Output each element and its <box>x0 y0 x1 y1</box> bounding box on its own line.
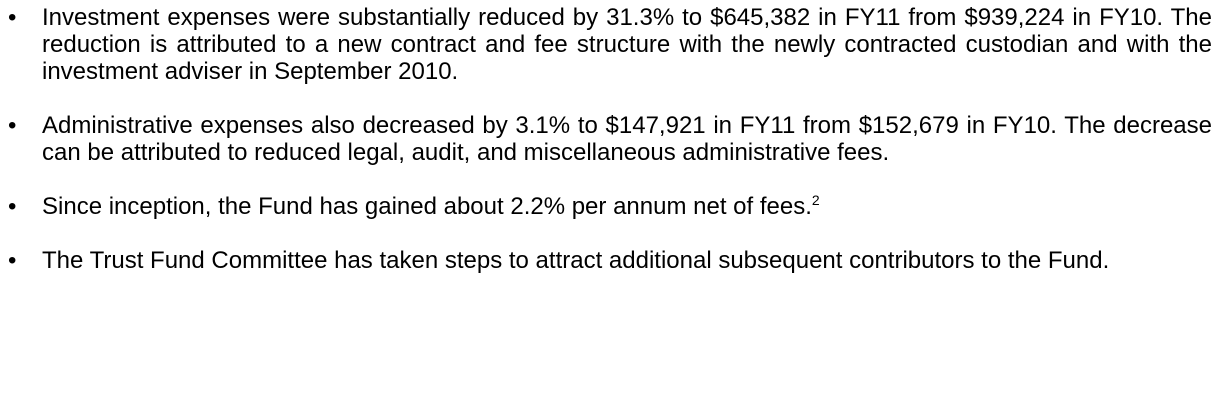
bullet-text: Administrative expenses also decreased b… <box>42 112 1212 166</box>
bullet-text: The Trust Fund Committee has taken steps… <box>42 247 1110 274</box>
bullet-item: Administrative expenses also decreased b… <box>0 112 1212 166</box>
bullet-item: Investment expenses were substantially r… <box>0 4 1212 85</box>
footnote-marker: 2 <box>811 192 820 208</box>
bullet-item: The Trust Fund Committee has taken steps… <box>0 247 1212 274</box>
bullet-text: Investment expenses were substantially r… <box>42 4 1212 85</box>
bullet-text: Since inception, the Fund has gained abo… <box>42 193 812 220</box>
bullet-list: Investment expenses were substantially r… <box>0 0 1220 274</box>
bullet-item: Since inception, the Fund has gained abo… <box>0 193 1212 220</box>
